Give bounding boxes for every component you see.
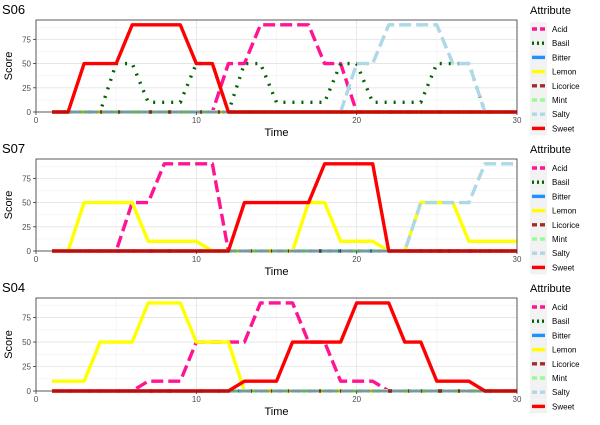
legend-label-sweet: Sweet [552, 124, 575, 133]
y-tick-label: 50 [22, 199, 31, 208]
legend-label-bitter: Bitter [552, 53, 571, 62]
legend-label-acid: Acid [552, 164, 568, 173]
x-axis-label: Time [264, 127, 288, 139]
series-line-salty [52, 162, 517, 253]
legend-key-bg [530, 93, 547, 107]
y-tick-label: 0 [27, 108, 32, 117]
y-axis-label: Score [3, 191, 15, 220]
y-tick-label: 0 [27, 387, 32, 396]
panel-title: S04 [2, 280, 25, 295]
series-line-acid [52, 162, 517, 253]
y-tick-label: 25 [22, 84, 31, 93]
x-tick-label: 10 [192, 395, 201, 404]
panel-title: S06 [2, 2, 25, 17]
panel-border [35, 158, 518, 252]
series-line-basil [52, 61, 517, 114]
series-line-acid [52, 301, 517, 393]
y-axis-label: Score [3, 52, 15, 81]
legend-key-bg [530, 217, 547, 232]
legend-title: Attribute [530, 144, 571, 156]
legend-key-bg [530, 356, 547, 371]
panel-border [35, 19, 518, 113]
legend-key-bg [530, 300, 547, 314]
legend-key-bg [530, 385, 547, 400]
panel-border [35, 297, 518, 392]
x-tick-label: 30 [513, 255, 522, 264]
panel-title: S07 [2, 141, 25, 156]
x-tick-label: 0 [34, 116, 39, 125]
x-axis-label: Time [264, 266, 288, 278]
series-line-sweet [52, 162, 517, 253]
legend-label-mint: Mint [552, 374, 568, 383]
legend-key-bg [530, 78, 547, 93]
x-axis-label: Time [264, 406, 288, 418]
legend-key-bg [530, 246, 547, 261]
legend-label-sweet: Sweet [552, 402, 575, 411]
legend-label-sweet: Sweet [552, 263, 575, 272]
y-tick-label: 75 [22, 174, 31, 183]
x-tick-label: 0 [34, 395, 39, 404]
y-tick-label: 75 [22, 314, 31, 323]
y-axis-label: Score [3, 330, 15, 359]
series-line-sweet [52, 23, 517, 114]
legend-key-bg [530, 161, 547, 175]
series-line-lemon [52, 301, 517, 393]
y-tick-label: 75 [22, 35, 31, 44]
x-tick-label: 20 [352, 395, 361, 404]
y-tick-label: 25 [22, 223, 31, 232]
series-line-salty [52, 23, 517, 114]
legend-label-licorice: Licorice [552, 82, 580, 91]
legend-title: Attribute [530, 283, 571, 295]
legend-key-bg [530, 22, 547, 36]
legend-key-bg [530, 107, 547, 122]
legend-key-bg [530, 232, 547, 246]
legend-label-lemon: Lemon [552, 68, 576, 77]
legend-label-lemon: Lemon [552, 207, 576, 216]
legend-label-licorice: Licorice [552, 221, 580, 230]
x-tick-label: 20 [352, 116, 361, 125]
x-tick-label: 10 [192, 116, 201, 125]
x-tick-label: 30 [513, 116, 522, 125]
y-tick-label: 25 [22, 363, 31, 372]
legend-key-bg [530, 371, 547, 385]
legend-label-salty: Salty [552, 110, 570, 119]
x-tick-label: 30 [513, 395, 522, 404]
legend-label-mint: Mint [552, 235, 568, 244]
legend-label-basil: Basil [552, 39, 570, 48]
series-line-sweet [52, 301, 517, 393]
legend-label-mint: Mint [552, 96, 568, 105]
legend-label-lemon: Lemon [552, 346, 576, 355]
x-tick-label: 0 [34, 255, 39, 264]
y-tick-label: 50 [22, 60, 31, 69]
legend-label-acid: Acid [552, 25, 568, 34]
legend-label-basil: Basil [552, 178, 570, 187]
x-tick-label: 20 [352, 255, 361, 264]
legend-label-acid: Acid [552, 303, 568, 312]
legend-label-bitter: Bitter [552, 192, 571, 201]
legend-label-salty: Salty [552, 388, 570, 397]
y-tick-label: 0 [27, 247, 32, 256]
legend-title: Attribute [530, 5, 571, 17]
y-tick-label: 50 [22, 338, 31, 347]
legend-label-licorice: Licorice [552, 360, 580, 369]
legend-label-salty: Salty [552, 249, 570, 258]
legend-label-bitter: Bitter [552, 331, 571, 340]
legend-label-basil: Basil [552, 317, 570, 326]
x-tick-label: 10 [192, 255, 201, 264]
